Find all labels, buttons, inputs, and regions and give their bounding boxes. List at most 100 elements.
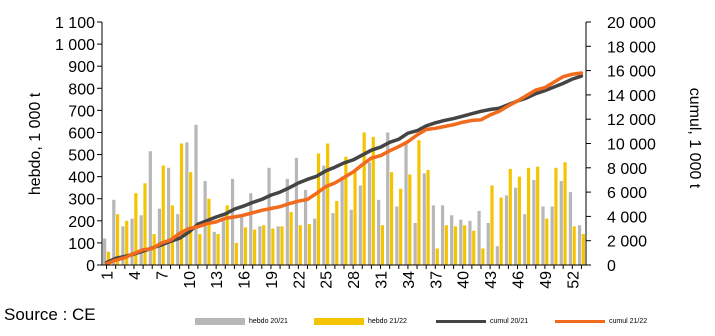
bar-2021-week-5 [139,215,143,265]
bar-2021-week-52 [568,192,572,265]
y-left-tick-label: 1 000 [55,37,95,54]
y-left-tick-label: 500 [68,148,95,165]
bar-2122-week-47 [526,167,531,265]
bar-2122-week-22 [298,225,302,265]
bar-2021-week-8 [166,167,171,265]
bar-2122-week-45 [508,168,512,265]
x-tick-label: 1 [100,271,117,280]
x-tick-label: 13 [209,271,226,289]
bar-2021-week-21 [285,178,289,265]
bar-2021-week-37 [431,205,436,265]
bar-2122-week-9 [179,143,184,265]
bar-2021-week-45 [504,195,509,265]
x-tick-label: 43 [483,271,500,289]
bar-2021-week-23 [303,189,308,265]
bar-2122-week-25 [326,143,330,265]
y-right-tick-label: 16 000 [607,64,656,81]
bar-2122-week-35 [417,140,421,265]
bar-2122-week-21 [289,211,293,265]
bar-2122-week-4 [134,193,138,265]
legend-swatch [195,318,245,325]
bar-2122-week-3 [125,220,129,265]
x-tick-label: 31 [374,271,391,289]
y-right-tick-label: 10 000 [607,137,656,154]
y-left-tick-label: 300 [68,192,95,209]
source-note: Source : CE [4,305,96,324]
line-cumul-2122 [104,71,584,266]
y-left-tick-label: 600 [68,125,95,142]
legend-item: hebdo 21/22 [314,318,407,325]
y-left-tick-label: 400 [68,170,95,187]
bar-2122-week-23 [307,224,311,265]
bar-2021-week-27 [340,176,344,265]
bar-2021-week-15 [230,178,235,265]
bar-2021-week-40 [459,219,463,265]
x-tick-label: 28 [346,271,363,289]
bar-2122-week-10 [189,172,193,265]
bar-2122-week-36 [426,170,430,265]
bar-2021-week-20 [276,226,280,265]
bar-2122-week-38 [444,225,448,265]
bar-2122-week-24 [316,153,321,265]
x-tick-label: 10 [182,271,199,289]
bar-2021-week-43 [486,223,490,265]
legend-label: cumul 20/21 [490,318,529,325]
bar-2122-week-20 [280,226,284,265]
bar-2021-week-24 [313,218,317,265]
bar-2021-week-33 [395,206,399,265]
bar-2122-week-37 [435,248,439,265]
bar-2122-week-16 [243,227,248,265]
y-right-tick-label: 20 000 [607,15,656,32]
bar-2021-week-6 [148,151,152,265]
y-right-tick-label: 4 000 [607,209,647,226]
x-tick-label: 22 [291,271,308,289]
y-left-tick-label: 0 [86,258,95,275]
x-tick-label: 19 [264,271,281,289]
bar-2122-week-29 [362,132,366,265]
legend-label: hebdo 20/21 [249,318,288,325]
bar-2122-week-32 [389,172,394,265]
bar-2021-week-14 [221,217,225,265]
bar-2021-week-3 [121,226,125,265]
bar-2122-week-40 [463,225,467,265]
bar-2122-week-53 [581,234,585,265]
legend-label: hebdo 21/22 [368,318,407,325]
bar-2021-week-18 [258,226,262,265]
bar-2021-week-30 [367,162,372,265]
bar-2122-week-14 [225,205,229,265]
x-tick-label: 16 [237,271,254,289]
bar-2021-week-41 [468,220,472,265]
bar-2021-week-7 [157,208,162,265]
x-tick-label: 49 [538,271,555,289]
bar-2021-week-13 [212,231,216,265]
bar-2021-week-28 [349,209,353,265]
bar-2021-week-35 [413,223,417,265]
x-tick-label: 7 [154,271,171,280]
x-tick-label: 25 [319,271,336,289]
bar-2021-week-44 [495,246,499,265]
legend-item: cumul 21/22 [555,318,647,325]
bar-2021-week-26 [331,213,335,265]
x-tick-label: 4 [127,271,144,280]
bar-2021-week-1 [103,238,107,265]
bar-2021-week-47 [523,214,527,265]
y-left-tick-label: 200 [68,214,95,231]
axes-layer [97,21,591,269]
bar-2122-week-39 [453,226,458,265]
bar-2122-week-28 [353,171,357,265]
y-right-tick-label: 18 000 [607,39,656,56]
bar-2122-week-2 [116,214,120,265]
x-tick-label: 34 [401,271,418,289]
bar-2021-week-48 [532,179,536,265]
bar-2021-week-29 [358,185,362,265]
bar-2122-week-31 [380,225,385,265]
x-tick-label: 37 [428,271,445,289]
bar-2021-week-51 [559,181,563,265]
y-left-tick-label: 900 [68,59,95,76]
bar-2122-week-52 [572,226,576,265]
bar-2122-week-15 [234,242,238,265]
bar-2122-week-51 [563,162,567,265]
y-left-tick-label: 1 100 [55,15,95,32]
